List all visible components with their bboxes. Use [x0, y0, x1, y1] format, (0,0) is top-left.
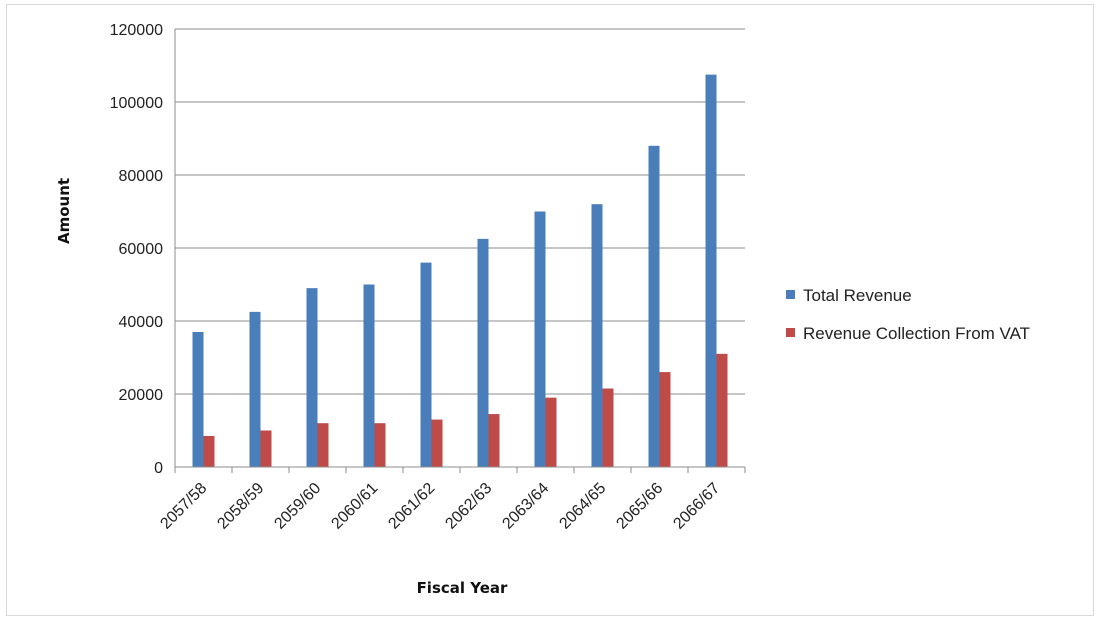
chart-frame	[6, 4, 1094, 616]
x-tick-label: 2065/66	[613, 480, 666, 533]
x-tick-label: 2063/64	[499, 480, 552, 533]
x-axis-title: Fiscal Year	[417, 579, 508, 597]
bar	[431, 419, 443, 467]
legend-swatch	[786, 290, 795, 299]
y-tick-labels: 0 20000 40000 60000 80000 100000 120000	[110, 22, 163, 477]
y-tick-label: 40000	[119, 314, 164, 331]
bar	[249, 311, 261, 467]
bar	[374, 423, 386, 467]
axes	[174, 29, 746, 473]
bar	[705, 74, 717, 467]
x-tick-label: 2062/63	[442, 480, 495, 533]
bar	[648, 145, 660, 468]
x-tick-label: 2059/60	[271, 480, 324, 533]
x-tick-label: 2061/62	[385, 480, 438, 533]
bar	[192, 331, 204, 467]
bar	[203, 435, 215, 467]
bar	[260, 430, 272, 467]
bar	[534, 211, 546, 467]
x-tick-labels: 2057/58 2058/59 2059/60 2060/61 2061/62 2062/…	[157, 480, 723, 533]
bar	[716, 353, 728, 467]
x-tick-label: 2066/67	[670, 480, 723, 533]
bar	[602, 388, 614, 467]
bar	[420, 262, 432, 467]
bar	[659, 372, 671, 467]
y-tick-label: 60000	[119, 241, 164, 258]
bar	[317, 423, 329, 467]
x-tick-label: 2057/58	[157, 480, 210, 533]
bar	[488, 414, 500, 467]
y-tick-label: 120000	[110, 22, 163, 39]
y-axis-title: Amount	[55, 178, 73, 244]
y-tick-label: 20000	[119, 387, 164, 404]
bar	[477, 238, 489, 467]
legend-label: Revenue Collection From VAT	[803, 324, 1030, 343]
y-tick-label: 100000	[110, 95, 163, 112]
legend-label: Total Revenue	[803, 286, 912, 305]
x-tick-label: 2064/65	[556, 480, 609, 533]
y-tick-label: 0	[154, 460, 163, 477]
bar	[363, 284, 375, 467]
bar	[591, 204, 603, 467]
bar	[545, 397, 557, 467]
bar	[306, 288, 318, 467]
legend: Total Revenue Revenue Collection From VAT	[786, 286, 1030, 343]
legend-swatch	[786, 328, 795, 337]
bars	[192, 74, 728, 468]
x-tick-label: 2060/61	[328, 480, 381, 533]
y-tick-label: 80000	[119, 168, 164, 185]
x-tick-label: 2058/59	[214, 480, 267, 533]
